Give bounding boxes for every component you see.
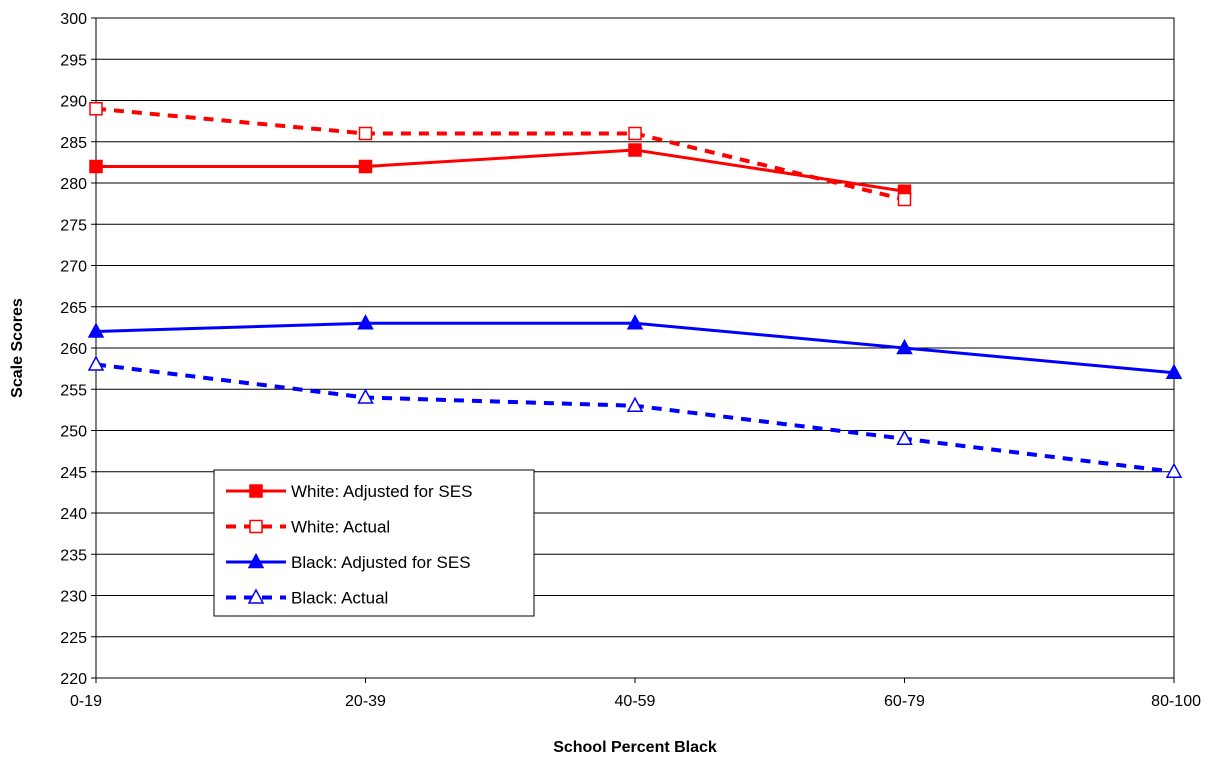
data-point xyxy=(1165,462,1183,478)
x-axis: 0-19 20-39 40-59 60-79 80-100 xyxy=(70,678,1201,710)
legend-entry: Black: Actual xyxy=(226,588,388,608)
y-axis: 220 225 230 235 240 245 250 255 260 265 270 275 280 2… xyxy=(60,11,96,688)
series-3 xyxy=(87,314,1183,379)
x-tick-label: 0-19 xyxy=(70,693,102,710)
data-point xyxy=(87,322,105,338)
y-tick-label: 295 xyxy=(60,52,87,69)
y-tick-label: 265 xyxy=(60,300,87,317)
y-axis-title: Scale Scores xyxy=(9,298,26,398)
data-point xyxy=(247,552,265,569)
series-4 xyxy=(87,355,1183,478)
legend-entry: White: Actual xyxy=(226,518,390,537)
legend-label: White: Actual xyxy=(291,518,390,537)
y-tick-label: 275 xyxy=(60,217,87,234)
y-tick-label: 290 xyxy=(60,94,87,111)
legend-label: Black: Adjusted for SES xyxy=(291,553,471,572)
y-tick-label: 255 xyxy=(60,382,87,399)
data-point xyxy=(247,588,265,604)
data-point xyxy=(1165,363,1183,379)
data-point xyxy=(357,314,374,330)
data-point xyxy=(87,355,105,371)
series-2 xyxy=(89,102,912,207)
y-tick-label: 225 xyxy=(60,630,87,647)
y-tick-label: 260 xyxy=(60,341,87,358)
data-point xyxy=(897,192,912,207)
data-point xyxy=(628,143,642,157)
y-tick-label: 240 xyxy=(60,506,87,523)
legend-label: White: Adjusted for SES xyxy=(291,482,472,501)
data-point xyxy=(249,519,263,534)
data-point xyxy=(626,314,644,330)
y-tick-label: 300 xyxy=(60,11,87,28)
legend-entry: White: Adjusted for SES xyxy=(226,482,472,501)
data-point xyxy=(89,102,103,116)
data-series xyxy=(87,102,1183,478)
y-tick-label: 220 xyxy=(60,671,87,688)
legend-entry: Black: Adjusted for SES xyxy=(226,552,471,572)
x-axis-title: School Percent Black xyxy=(553,739,717,756)
data-point xyxy=(626,396,644,412)
x-tick-label: 80-100 xyxy=(1151,693,1201,710)
series-line xyxy=(95,362,1175,474)
y-tick-label: 270 xyxy=(60,259,87,276)
y-tick-label: 280 xyxy=(60,176,87,193)
series-line xyxy=(95,106,905,202)
x-tick-label: 20-39 xyxy=(345,693,386,710)
data-point xyxy=(358,159,373,174)
y-tick-label: 230 xyxy=(60,589,87,606)
series-1 xyxy=(89,143,912,198)
y-tick-label: 235 xyxy=(60,547,87,564)
data-point xyxy=(896,429,913,445)
data-point xyxy=(628,126,642,141)
legend: White: Adjusted for SES White: Actual Blac… xyxy=(213,469,535,617)
y-tick-label: 245 xyxy=(60,465,87,482)
x-tick-label: 40-59 xyxy=(615,693,656,710)
data-point xyxy=(896,338,913,355)
legend-box xyxy=(213,469,535,617)
data-point xyxy=(357,388,374,404)
y-tick-label: 285 xyxy=(60,135,87,152)
legend-label: Black: Actual xyxy=(291,589,388,608)
data-point xyxy=(358,126,373,141)
data-point xyxy=(249,484,263,498)
data-point xyxy=(89,159,103,174)
series-line xyxy=(96,148,905,193)
y-tick-label: 250 xyxy=(60,424,87,441)
x-tick-label: 60-79 xyxy=(884,693,925,710)
